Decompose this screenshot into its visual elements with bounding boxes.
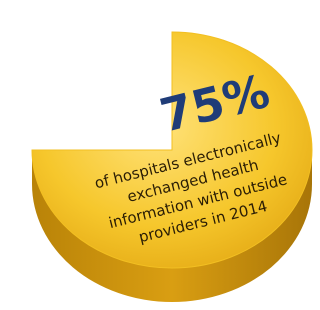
chart: 75%of hospitals electronicallyexchanged … <box>0 0 318 310</box>
